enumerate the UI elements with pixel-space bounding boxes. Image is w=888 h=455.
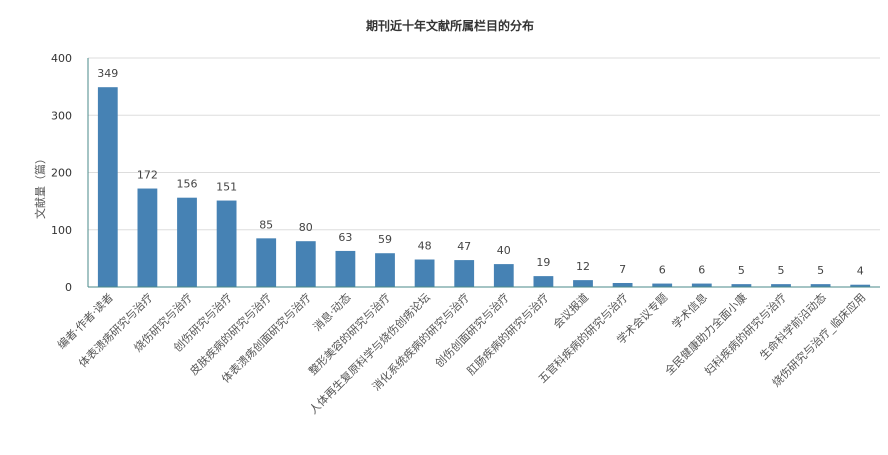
chart-title: 期刊近十年文献所属栏目的分布 [366,18,534,33]
y-tick-label: 400 [51,52,72,65]
data-label: 12 [576,260,590,273]
bar [652,283,673,287]
y-tick-label: 200 [51,167,72,180]
x-tick-label: 生命科学前沿动态 [757,290,829,362]
x-tick-label: 体表溃疡研究与治疗 [76,290,156,370]
data-label: 19 [536,256,550,269]
data-label: 4 [857,265,864,278]
bar [493,264,514,287]
bar [850,284,871,287]
data-label: 156 [177,178,198,191]
bar [137,188,158,287]
x-tick-label: 会议报道 [550,290,591,331]
bar [810,284,831,287]
bar [335,250,356,287]
data-label: 40 [497,244,511,257]
data-label: 7 [619,263,626,276]
gridlines [88,57,880,231]
bar [375,253,395,287]
bar [216,200,237,287]
data-label: 5 [778,264,785,277]
data-label: 151 [216,181,237,194]
bar [256,238,277,287]
bar [573,280,593,287]
y-tick-label: 300 [51,109,72,122]
bar [97,87,118,287]
bar [414,259,435,287]
x-tick-label: 学术信息 [669,290,710,331]
bar [691,283,712,287]
bar [454,260,475,287]
y-axis-ticks: 0 100 200 300 400 [51,52,72,294]
x-tick-label: 创伤创面研究与治疗 [432,290,512,370]
data-label: 47 [457,240,471,253]
bar [771,284,791,287]
data-label: 63 [338,231,352,244]
y-axis-label: 文献量（篇） [33,153,47,219]
bar [177,197,197,287]
x-axis-ticks: 编者·作者·读者体表溃疡研究与治疗烧伤研究与治疗创伤研究与治疗皮肤疾病的研究与治… [54,290,868,417]
data-label: 172 [137,169,158,182]
bar [533,276,554,287]
data-labels: 349 172 156 151 85 80 63 59 48 47 40 19 12 7 6 6 5 5 5 4 [97,67,863,278]
data-label: 80 [299,221,313,234]
data-label: 48 [418,240,432,253]
y-tick-label: 100 [51,224,72,237]
data-label: 6 [659,264,666,277]
bar [731,284,752,287]
data-label: 5 [817,264,824,277]
bars [97,87,871,287]
y-tick-label: 0 [65,281,72,294]
data-label: 5 [738,264,745,277]
data-label: 59 [378,233,392,246]
bar [612,282,633,287]
data-label: 85 [259,218,273,231]
data-label: 349 [97,67,118,80]
data-label: 6 [698,264,705,277]
bar [295,241,316,287]
